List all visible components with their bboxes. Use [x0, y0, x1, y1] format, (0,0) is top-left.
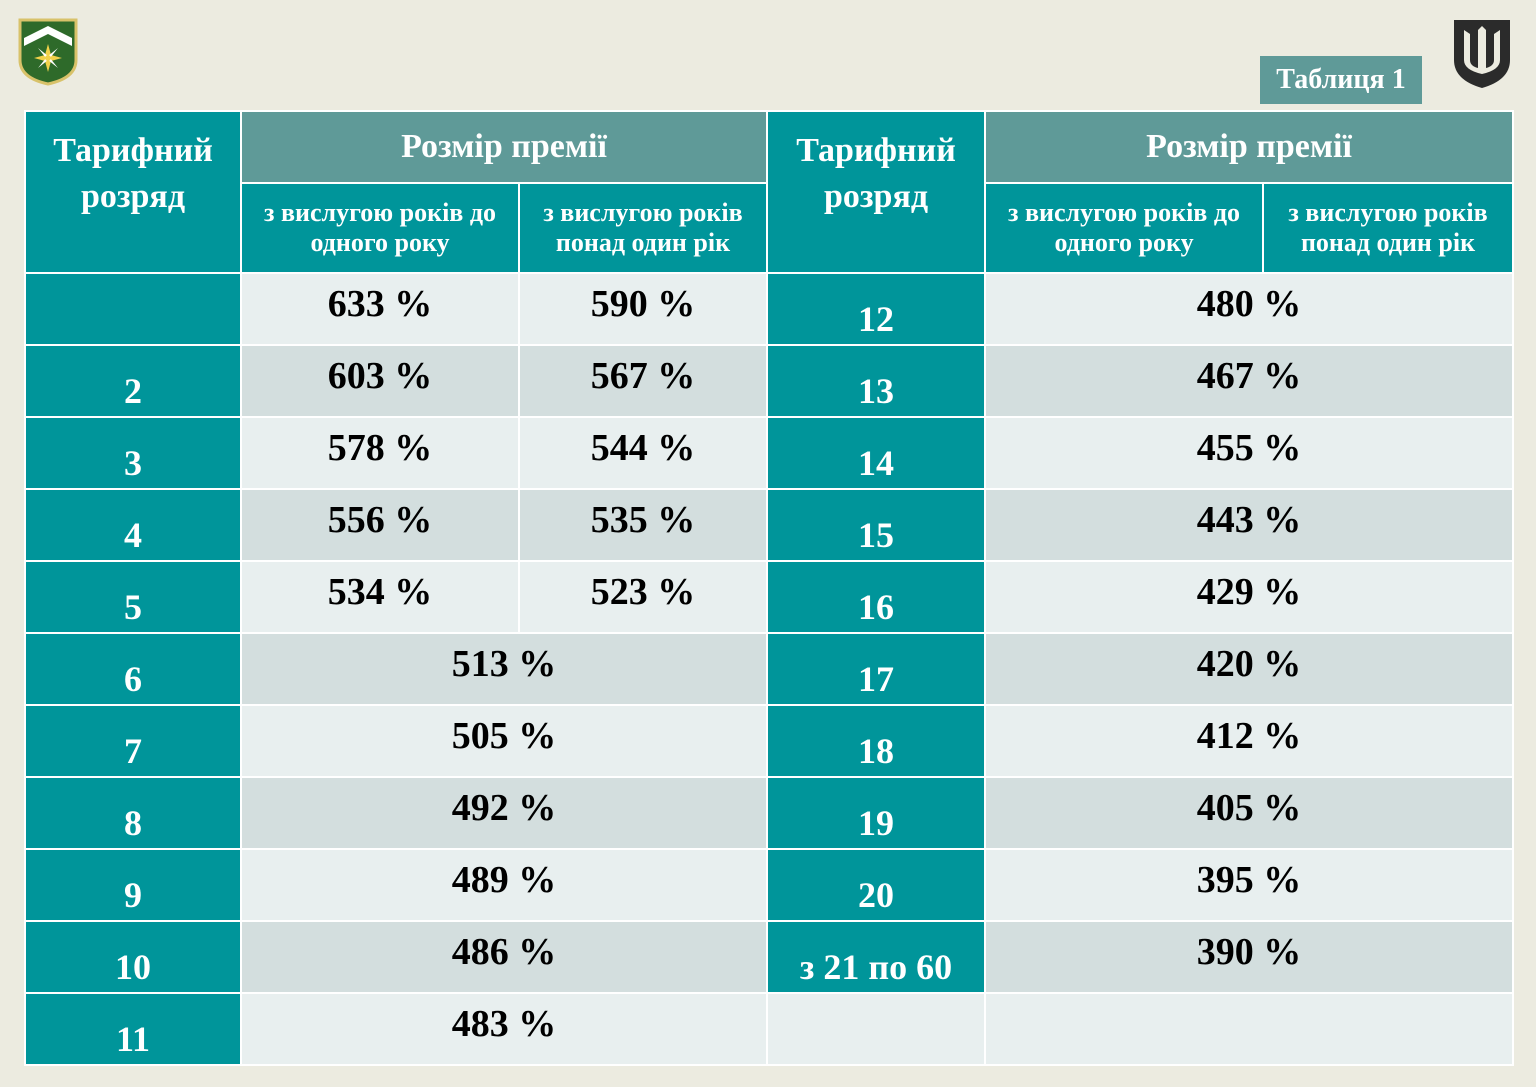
rank-cell: 18: [766, 704, 987, 778]
rank-cell: 6: [24, 632, 242, 706]
rank-cell: 4: [24, 488, 242, 562]
rank-cell: 5: [24, 560, 242, 634]
rank-cell: 10: [24, 920, 242, 994]
rank-cell: 15: [766, 488, 987, 562]
value-cell: 483 %: [239, 992, 769, 1066]
rank-cell: 12: [766, 272, 987, 346]
rank-cell: 19: [766, 776, 987, 850]
unit-emblem-icon: [18, 18, 78, 86]
bonus-header: Розмір премії: [239, 110, 769, 184]
value-cell: 534 %: [240, 560, 520, 634]
value-cell: 567 %: [517, 344, 769, 418]
rank-cell: 11: [24, 992, 242, 1066]
value-cell: 420 %: [984, 632, 1515, 706]
rank-cell: 7: [24, 704, 242, 778]
bonus-table: Тарифний розряд Розмір премії Тарифний р…: [24, 110, 1515, 1066]
value-cell: 486 %: [239, 920, 769, 994]
rank-header: Тарифний розряд: [24, 110, 242, 274]
value-cell: 412 %: [984, 704, 1515, 778]
rank-header: Тарифний розряд: [766, 110, 987, 274]
rank-cell: 13: [766, 344, 987, 418]
subheader-up-to-one-year: з вислугою років до одного року: [984, 182, 1265, 274]
rank-cell: [24, 272, 242, 346]
rank-cell: 9: [24, 848, 242, 922]
bonus-header: Розмір премії: [984, 110, 1515, 184]
rank-cell: 20: [766, 848, 987, 922]
value-cell: 492 %: [239, 776, 769, 850]
trident-icon: [1450, 16, 1514, 90]
value-cell: 590 %: [517, 272, 769, 346]
rank-cell: 3: [24, 416, 242, 490]
subheader-up-to-one-year: з вислугою років до одного року: [240, 182, 520, 274]
value-cell: 443 %: [984, 488, 1515, 562]
subheader-over-one-year: з вислугою років понад один рік: [517, 182, 769, 274]
value-cell: 513 %: [239, 632, 769, 706]
value-cell: 429 %: [984, 560, 1515, 634]
value-cell: 544 %: [517, 416, 769, 490]
value-cell: 480 %: [984, 272, 1515, 346]
value-cell: 603 %: [240, 344, 520, 418]
value-cell: 505 %: [239, 704, 769, 778]
value-cell: 523 %: [517, 560, 769, 634]
value-cell: 556 %: [240, 488, 520, 562]
value-cell: 467 %: [984, 344, 1515, 418]
value-cell: 633 %: [240, 272, 520, 346]
empty-cell: [766, 992, 987, 1066]
value-cell: 578 %: [240, 416, 520, 490]
rank-cell: 16: [766, 560, 987, 634]
rank-cell: з 21 по 60: [766, 920, 987, 994]
value-cell: 455 %: [984, 416, 1515, 490]
subheader-over-one-year: з вислугою років понад один рік: [1262, 182, 1515, 274]
rank-cell: 17: [766, 632, 987, 706]
rank-cell: 8: [24, 776, 242, 850]
value-cell: 405 %: [984, 776, 1515, 850]
value-cell: 489 %: [239, 848, 769, 922]
value-cell: 535 %: [517, 488, 769, 562]
value-cell: 395 %: [984, 848, 1515, 922]
empty-cell: [984, 992, 1515, 1066]
rank-cell: 14: [766, 416, 987, 490]
table-number-badge: Таблиця 1: [1260, 56, 1422, 104]
rank-cell: 2: [24, 344, 242, 418]
value-cell: 390 %: [984, 920, 1515, 994]
